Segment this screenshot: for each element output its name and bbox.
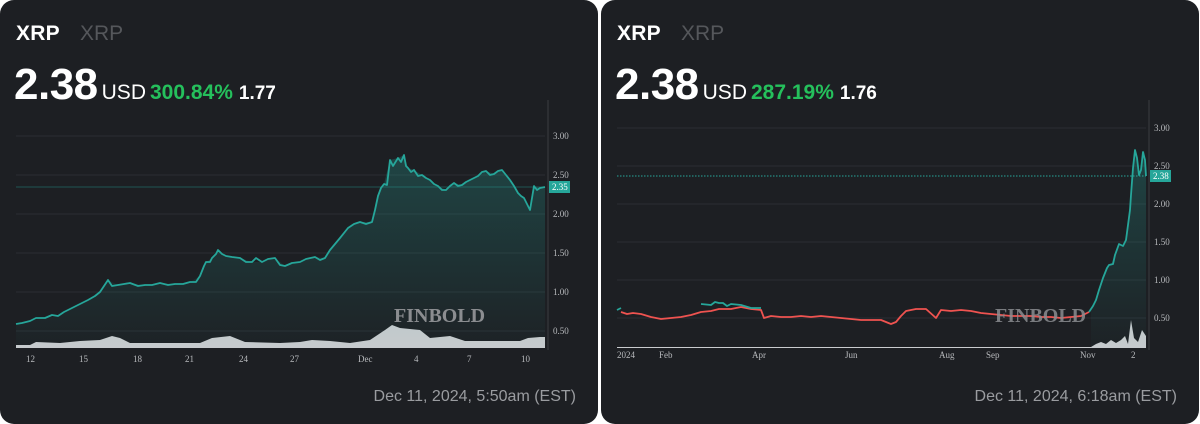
last-price-tag: [549, 181, 570, 193]
svg-text:1.00: 1.00: [1154, 275, 1170, 285]
gridlines: [617, 127, 1146, 319]
change-absolute: 1.77: [238, 83, 276, 104]
svg-text:18: 18: [133, 354, 143, 364]
symbol-secondary: XRP: [80, 22, 124, 45]
currency: USD: [702, 81, 747, 104]
y-axis-labels: 3.00 2.50 2.00 1.50 1.00 0.50: [1154, 123, 1170, 323]
svg-text:10: 10: [521, 354, 531, 364]
price-line-up: [616, 149, 1147, 313]
svg-text:2.50: 2.50: [1154, 161, 1170, 171]
svg-text:Dec: Dec: [358, 354, 373, 364]
svg-text:3.00: 3.00: [553, 131, 569, 141]
symbol: XRP: [617, 22, 661, 45]
timestamp: Dec 11, 2024, 5:50am (EST): [373, 388, 576, 405]
x-axis-labels: 12 15 18 21 24 27 Dec 4 7 10: [26, 354, 531, 364]
finbold-watermark: FINBOLD: [995, 305, 1086, 327]
last-price-label: 2.38: [1153, 171, 1169, 181]
svg-text:2: 2: [1131, 350, 1136, 360]
svg-text:3.00: 3.00: [1154, 123, 1170, 133]
price: 2.38: [615, 60, 699, 109]
svg-text:1.50: 1.50: [553, 248, 569, 258]
currency: USD: [101, 81, 146, 104]
price-chart[interactable]: 3.00 2.50 2.00 1.50 1.00 0.50 2.35 12 15…: [0, 95, 598, 375]
x-axis-labels: 2024 Feb Apr Jun Aug Sep Nov 2: [617, 350, 1136, 360]
last-price-tag: [1150, 170, 1171, 182]
svg-text:2.00: 2.00: [1154, 199, 1170, 209]
svg-text:27: 27: [290, 354, 300, 364]
svg-text:21: 21: [185, 354, 194, 364]
svg-text:15: 15: [79, 354, 89, 364]
change-percent: 300.84%: [149, 81, 233, 104]
y-axis-labels: 3.00 2.50 2.00 1.50 1.00 0.50: [553, 131, 569, 336]
last-price-label: 2.35: [552, 182, 568, 192]
price-row: 2.38 USD 287.19% 1.76: [615, 60, 877, 110]
price-chart[interactable]: 3.00 2.50 2.00 1.50 1.00 0.50 2.38 2024 …: [601, 95, 1199, 375]
svg-text:1.00: 1.00: [553, 287, 569, 297]
svg-text:1.50: 1.50: [1154, 237, 1170, 247]
svg-text:4: 4: [414, 354, 419, 364]
svg-text:24: 24: [239, 354, 249, 364]
area-fill: [1091, 150, 1146, 348]
svg-text:0.50: 0.50: [553, 326, 569, 336]
svg-text:2.00: 2.00: [553, 209, 569, 219]
symbol-secondary: XRP: [681, 22, 725, 45]
chart-panel-ytd: XRP XRP 2.38 USD 287.19% 1.76: [601, 0, 1199, 424]
price: 2.38: [14, 60, 98, 109]
svg-text:12: 12: [26, 354, 35, 364]
timestamp: Dec 11, 2024, 6:18am (EST): [974, 388, 1177, 405]
svg-text:Feb: Feb: [659, 350, 673, 360]
svg-text:7: 7: [467, 354, 472, 364]
svg-text:0.50: 0.50: [1154, 313, 1170, 323]
price-line: [15, 154, 546, 325]
chart-panel-1m: XRP XRP 2.38 USD 300.84% 1.77 3: [0, 0, 598, 424]
svg-text:Apr: Apr: [752, 350, 766, 360]
symbol: XRP: [16, 22, 60, 45]
svg-text:Sep: Sep: [986, 350, 1000, 360]
change-absolute: 1.76: [839, 83, 877, 104]
svg-text:2024: 2024: [617, 350, 636, 360]
svg-text:2.50: 2.50: [553, 170, 569, 180]
area-fill: [16, 155, 545, 348]
svg-text:Aug: Aug: [939, 350, 955, 360]
svg-text:Jun: Jun: [845, 350, 858, 360]
change-percent: 287.19%: [750, 81, 834, 104]
finbold-watermark: FINBOLD: [394, 305, 485, 327]
svg-text:Nov: Nov: [1080, 350, 1096, 360]
price-row: 2.38 USD 300.84% 1.77: [14, 60, 276, 110]
price-line-down: [620, 306, 1090, 325]
